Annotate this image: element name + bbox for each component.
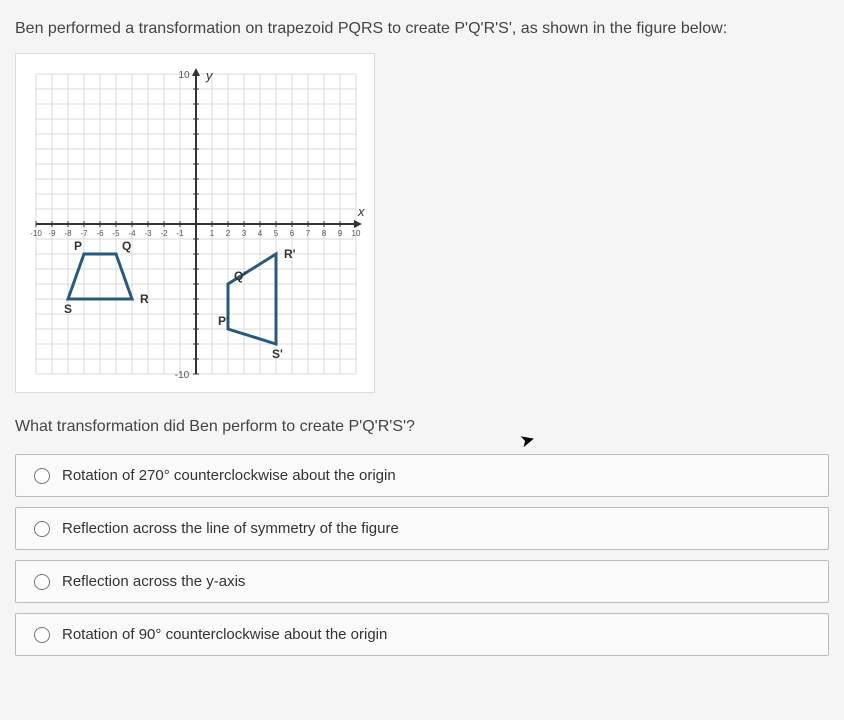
- svg-text:-3: -3: [144, 229, 152, 238]
- question-intro: Ben performed a transformation on trapez…: [15, 20, 829, 38]
- option-radio-4[interactable]: [34, 627, 50, 643]
- svg-text:R': R': [284, 247, 296, 261]
- option-label: Reflection across the line of symmetry o…: [62, 520, 399, 537]
- svg-text:9: 9: [338, 229, 343, 238]
- svg-text:Q': Q': [234, 269, 246, 283]
- svg-text:-1: -1: [176, 229, 184, 238]
- svg-text:2: 2: [226, 229, 231, 238]
- answer-option[interactable]: Reflection across the y-axis: [15, 560, 829, 603]
- svg-text:10: 10: [352, 229, 361, 238]
- svg-text:-10: -10: [175, 370, 190, 381]
- svg-text:3: 3: [242, 229, 247, 238]
- svg-text:-2: -2: [160, 229, 168, 238]
- svg-text:S: S: [64, 302, 72, 316]
- svg-text:7: 7: [306, 229, 311, 238]
- question-prompt: What transformation did Ben perform to c…: [15, 418, 829, 436]
- svg-text:10: 10: [178, 70, 190, 81]
- option-label: Reflection across the y-axis: [62, 573, 245, 590]
- svg-text:P': P': [218, 314, 229, 328]
- svg-text:-8: -8: [64, 229, 72, 238]
- option-label: Rotation of 90° counterclockwise about t…: [62, 626, 387, 643]
- answer-option[interactable]: Rotation of 90° counterclockwise about t…: [15, 613, 829, 656]
- svg-text:4: 4: [258, 229, 263, 238]
- svg-text:-9: -9: [48, 229, 56, 238]
- svg-text:-6: -6: [96, 229, 104, 238]
- svg-text:x: x: [357, 204, 365, 219]
- svg-text:-10: -10: [30, 229, 42, 238]
- option-radio-2[interactable]: [34, 521, 50, 537]
- coordinate-graph: -10 -9 -8 -7 -6 -5 -4 -3 -2 -1 1 2 3 4 5 6 7 8 9 10 10 -10 x y P…: [15, 53, 375, 393]
- svg-text:S': S': [272, 347, 283, 361]
- answer-option[interactable]: Reflection across the line of symmetry o…: [15, 507, 829, 550]
- option-radio-1[interactable]: [34, 468, 50, 484]
- svg-text:R: R: [140, 292, 149, 306]
- answer-option[interactable]: Rotation of 270° counterclockwise about …: [15, 454, 829, 497]
- svg-text:-7: -7: [80, 229, 88, 238]
- svg-text:8: 8: [322, 229, 327, 238]
- svg-text:-5: -5: [112, 229, 120, 238]
- svg-text:-4: -4: [128, 229, 136, 238]
- option-radio-3[interactable]: [34, 574, 50, 590]
- svg-text:y: y: [205, 68, 214, 83]
- svg-text:Q: Q: [122, 239, 131, 253]
- svg-text:6: 6: [290, 229, 295, 238]
- graph-svg: -10 -9 -8 -7 -6 -5 -4 -3 -2 -1 1 2 3 4 5 6 7 8 9 10 10 -10 x y P…: [16, 54, 376, 394]
- option-label: Rotation of 270° counterclockwise about …: [62, 467, 396, 484]
- svg-text:5: 5: [274, 229, 279, 238]
- svg-text:1: 1: [210, 229, 215, 238]
- svg-text:P: P: [74, 239, 82, 253]
